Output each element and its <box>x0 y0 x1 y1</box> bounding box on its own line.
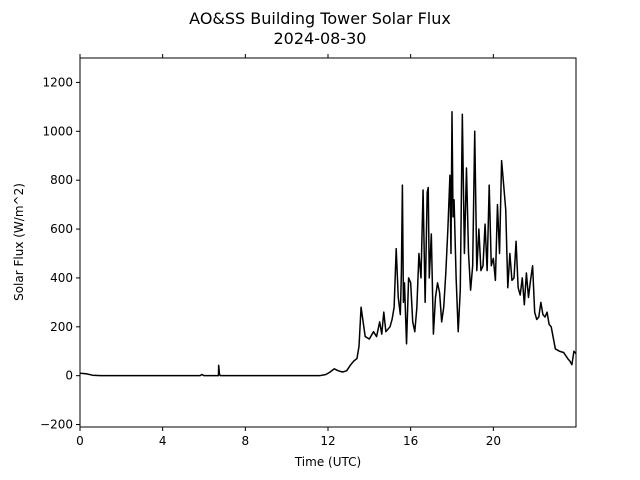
y-tick-label: 400 <box>50 271 73 285</box>
y-tick-label: 200 <box>50 320 73 334</box>
y-tick-label: 0 <box>65 369 73 383</box>
x-axis-ticks: 0 4 8 12 16 20 <box>76 54 501 448</box>
x-tick-label: 20 <box>486 434 501 448</box>
y-axis-label: Solar Flux (W/m^2) <box>12 183 26 301</box>
y-tick-label: −200 <box>40 418 73 432</box>
x-tick-label: 12 <box>320 434 335 448</box>
y-tick-label: 1200 <box>42 75 73 89</box>
series-line-0 <box>79 111 577 377</box>
y-axis-ticks: −200 0 200 400 600 800 1000 1200 <box>40 75 80 432</box>
x-tick-label: 16 <box>403 434 418 448</box>
plot-area <box>79 111 577 377</box>
y-tick-label: 600 <box>50 222 73 236</box>
x-tick-label: 8 <box>242 434 250 448</box>
x-axis-label: Time (UTC) <box>294 455 361 469</box>
y-tick-label: 1000 <box>42 124 73 138</box>
chart-subtitle: 2024-08-30 <box>274 29 367 48</box>
chart-title: AO&SS Building Tower Solar Flux <box>189 9 451 28</box>
axes-frame <box>79 57 577 428</box>
x-tick-label: 4 <box>159 434 167 448</box>
y-tick-label: 800 <box>50 173 73 187</box>
x-tick-label: 0 <box>76 434 84 448</box>
